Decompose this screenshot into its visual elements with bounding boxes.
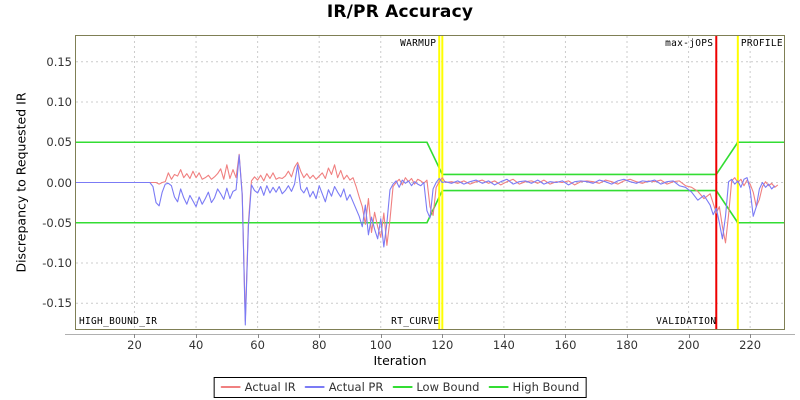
x-tick-mark [380, 334, 382, 338]
legend-swatch-icon [220, 386, 241, 388]
y-axis-tick-labels: 0.15 0.10 0.05 0.00 -0.05 -0.10 -0.15 [20, 0, 72, 400]
series-actual-ir [76, 153, 779, 322]
x-tick-mark [134, 334, 136, 338]
legend-item[interactable]: Actual PR [304, 380, 384, 394]
x-tick-mark [503, 334, 505, 338]
x-tick-mark [257, 334, 259, 338]
x-tick-mark [565, 334, 567, 338]
x-tick-mark [750, 334, 752, 338]
x-tick-mark [319, 334, 321, 338]
legend-item[interactable]: Actual IR [220, 380, 296, 394]
y-axis-title: Discrepancy to Requested IR [13, 92, 29, 273]
chart-legend: Actual IR Actual PR Low Bound High Bound [213, 377, 587, 398]
phase-label-high-bound-ir: HIGH_BOUND_IR [79, 316, 158, 327]
x-tick-label: 180 [616, 338, 638, 352]
plot-area: HIGH_BOUND_IR WARMUP RT_CURVE max-jOPS VALID… [75, 35, 785, 330]
phase-label-profile: PROFILE [740, 38, 783, 49]
x-tick-label: 20 [127, 338, 142, 352]
x-axis-line [65, 334, 795, 335]
legend-item[interactable]: High Bound [488, 380, 579, 394]
x-tick-label: 100 [369, 338, 392, 352]
x-tick-mark [627, 334, 628, 338]
x-tick-label: 140 [492, 338, 515, 352]
gridlines [76, 36, 784, 329]
x-tick-label: 40 [188, 338, 204, 352]
legend-item[interactable]: Low Bound [392, 380, 479, 394]
plot-svg [76, 36, 784, 329]
legend-swatch-icon [392, 386, 413, 388]
y-tick-label: 0.05 [46, 135, 72, 150]
y-tick-label: 0.00 [46, 175, 72, 190]
x-tick-label: 220 [739, 338, 762, 352]
phase-label-warmup: WARMUP [400, 38, 437, 49]
y-tick-label: 0.15 [46, 54, 72, 69]
legend-label: Low Bound [416, 380, 480, 394]
x-tick-label: 120 [431, 338, 454, 352]
page-title: IR/PR Accuracy [326, 2, 474, 22]
x-tick-mark [442, 334, 444, 338]
x-tick-label: 80 [311, 338, 327, 352]
series-high-bound [76, 141, 784, 176]
series-actual-pr [76, 154, 776, 326]
x-tick-mark [196, 334, 198, 338]
x-tick-label: 160 [554, 338, 577, 352]
series-low-bound [76, 189, 784, 224]
y-tick-label: 0.10 [46, 95, 72, 109]
legend-swatch-icon [488, 386, 509, 388]
x-tick-label: 60 [250, 338, 265, 352]
phase-label-validation: VALIDATION [656, 316, 717, 327]
x-tick-mark [688, 334, 690, 338]
legend-label: Actual PR [328, 380, 384, 394]
y-tick-label: -0.10 [42, 255, 72, 270]
legend-label: Actual IR [244, 380, 296, 394]
phase-label-max-jops: max-jOPS [665, 38, 714, 49]
phase-label-rt-curve: RT_CURVE [391, 316, 440, 327]
y-tick-label: -0.15 [42, 296, 72, 311]
x-axis-title: Iteration [373, 353, 427, 368]
legend-swatch-icon [304, 386, 325, 388]
y-tick-label: -0.05 [42, 215, 72, 230]
x-tick-label: 200 [677, 338, 700, 352]
legend-label: High Bound [512, 380, 580, 394]
